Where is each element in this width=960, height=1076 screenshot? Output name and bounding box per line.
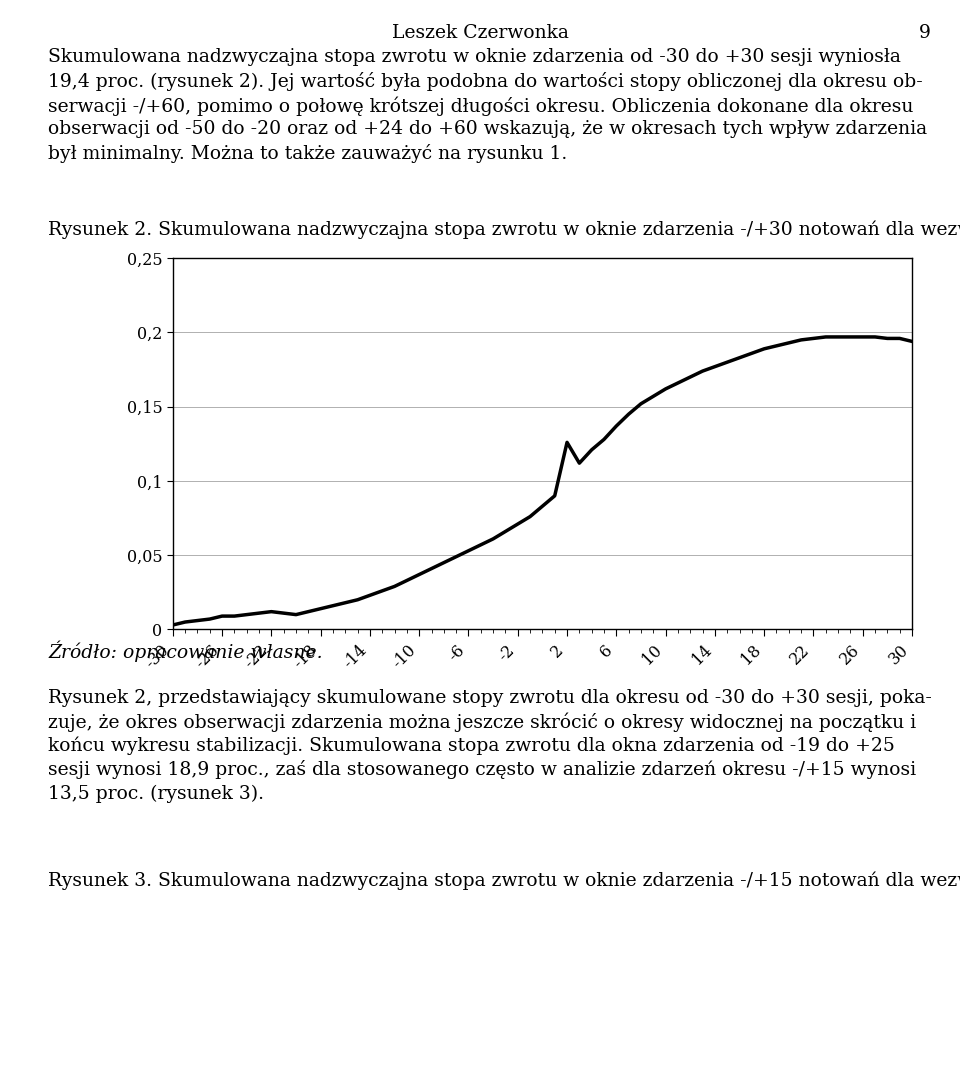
Text: Leszek Czerwonka: Leszek Czerwonka <box>392 24 568 42</box>
Text: Rysunek 3. Skumulowana nadzwyczajna stopa zwrotu w oknie zdarzenia -/+15 notowań: Rysunek 3. Skumulowana nadzwyczajna stop… <box>48 872 960 890</box>
Text: Skumulowana nadzwyczajna stopa zwrotu w oknie zdarzenia od -30 do +30 sesji wyni: Skumulowana nadzwyczajna stopa zwrotu w … <box>48 48 927 162</box>
Text: Źródło: opracowanie własne.: Źródło: opracowanie własne. <box>48 640 323 662</box>
Text: 9: 9 <box>920 24 931 42</box>
Text: Rysunek 2. Skumulowana nadzwyczajna stopa zwrotu w oknie zdarzenia -/+30 notowań: Rysunek 2. Skumulowana nadzwyczajna stop… <box>48 221 960 239</box>
Text: Rysunek 2, przedstawiający skumulowane stopy zwrotu dla okresu od -30 do +30 ses: Rysunek 2, przedstawiający skumulowane s… <box>48 689 932 803</box>
